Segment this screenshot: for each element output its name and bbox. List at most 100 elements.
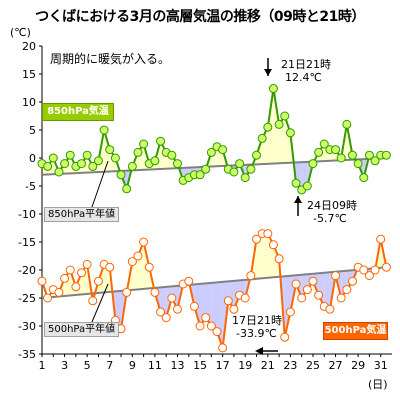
point-500 <box>144 262 154 272</box>
point-850 <box>99 125 109 135</box>
point-500 <box>139 237 149 247</box>
normal-850-line <box>41 157 387 176</box>
point-850 <box>274 119 284 129</box>
x-tick-label: 27 <box>329 359 343 372</box>
x-tick-label: 19 <box>238 359 252 372</box>
y-tick-label: 20 <box>22 40 36 53</box>
legend-850-badge: 850hPa気温 <box>42 103 114 121</box>
point-500 <box>167 293 177 303</box>
y-unit-label: (℃) <box>10 26 31 39</box>
point-500 <box>206 321 216 331</box>
t850-anomaly-fill <box>284 116 291 163</box>
point-850 <box>48 153 58 163</box>
x-tick-label: 31 <box>374 359 388 372</box>
normal-850-leader <box>91 160 109 208</box>
x-tick-label: 13 <box>170 359 184 372</box>
y-tick-label: -20 <box>18 264 36 277</box>
point-850 <box>110 153 120 163</box>
point-500 <box>336 293 346 303</box>
point-850 <box>263 122 273 132</box>
y-tick-label: 0 <box>29 152 36 165</box>
point-500 <box>285 307 295 317</box>
point-850 <box>370 156 380 166</box>
y-tick-label: 10 <box>22 96 36 109</box>
point-850 <box>150 156 160 166</box>
point-500 <box>342 285 352 295</box>
x-tick-label: 11 <box>148 359 162 372</box>
point-850 <box>156 136 166 146</box>
y-tick-label: -15 <box>18 236 36 249</box>
y-tick-label: -10 <box>18 208 36 221</box>
point-500 <box>280 332 290 342</box>
low850-callout-value: -5.7℃ <box>313 212 347 225</box>
point-850 <box>235 159 245 169</box>
normal-850-label: 850hPa平年値 <box>44 207 120 222</box>
max-callout-value: 12.4℃ <box>285 71 322 84</box>
point-500 <box>37 276 47 286</box>
point-500 <box>297 293 307 303</box>
point-850 <box>280 111 290 121</box>
x-tick-label: 5 <box>84 359 91 372</box>
point-500 <box>376 234 386 244</box>
x-tick-label: 1 <box>39 359 46 372</box>
point-850 <box>381 150 391 160</box>
point-500 <box>370 265 380 275</box>
point-500 <box>184 276 194 286</box>
point-850 <box>246 164 256 174</box>
t500-anomaly-fill <box>324 272 330 310</box>
point-500 <box>381 262 391 272</box>
x-tick-label: 3 <box>61 359 68 372</box>
point-500 <box>150 287 160 297</box>
x-tick-label: 17 <box>216 359 230 372</box>
point-850 <box>172 159 182 169</box>
point-500 <box>359 265 369 275</box>
point-500 <box>325 304 335 314</box>
point-500 <box>161 313 171 323</box>
t500-anomaly-fill <box>284 275 291 338</box>
max-callout: 21日21時 12.4℃ <box>281 58 331 84</box>
point-500 <box>172 304 182 314</box>
x-tick-label: 9 <box>129 359 136 372</box>
point-850 <box>314 147 324 157</box>
point-500 <box>93 276 103 286</box>
max-callout-time: 21日21時 <box>281 58 331 71</box>
y-tick-label: 15 <box>22 68 36 81</box>
point-850 <box>353 159 363 169</box>
point-500 <box>201 313 211 323</box>
point-850 <box>93 156 103 166</box>
point-850 <box>342 119 352 129</box>
low850-arrow-head <box>294 196 302 203</box>
point-850 <box>240 173 250 183</box>
normal-500-line <box>41 266 387 299</box>
point-500 <box>274 254 284 264</box>
min500-arrow-head <box>255 347 263 355</box>
point-850 <box>206 147 216 157</box>
point-500 <box>223 296 233 306</box>
point-500 <box>252 234 262 244</box>
point-500 <box>189 301 199 311</box>
point-500 <box>77 268 87 278</box>
point-850 <box>359 173 369 183</box>
x-tick-label: 7 <box>106 359 113 372</box>
point-850 <box>201 164 211 174</box>
point-500 <box>218 343 228 353</box>
point-500 <box>246 271 256 281</box>
point-850 <box>347 150 357 160</box>
point-850 <box>105 145 115 155</box>
point-500 <box>82 259 92 269</box>
point-850 <box>285 128 295 138</box>
t500-anomaly-fill <box>256 233 263 279</box>
point-500 <box>308 276 318 286</box>
chart-title: つくばにおける3月の高層気温の推移（09時と21時） <box>35 9 365 25</box>
point-500 <box>229 304 239 314</box>
point-850 <box>60 159 70 169</box>
point-850 <box>127 161 137 171</box>
low850-callout-time: 24日09時 <box>307 199 357 212</box>
point-850 <box>319 139 329 149</box>
point-500 <box>127 257 137 267</box>
point-850 <box>364 150 374 160</box>
point-850 <box>54 167 64 177</box>
x-tick-label: 21 <box>261 359 275 372</box>
point-850 <box>65 150 75 160</box>
point-850 <box>116 170 126 180</box>
